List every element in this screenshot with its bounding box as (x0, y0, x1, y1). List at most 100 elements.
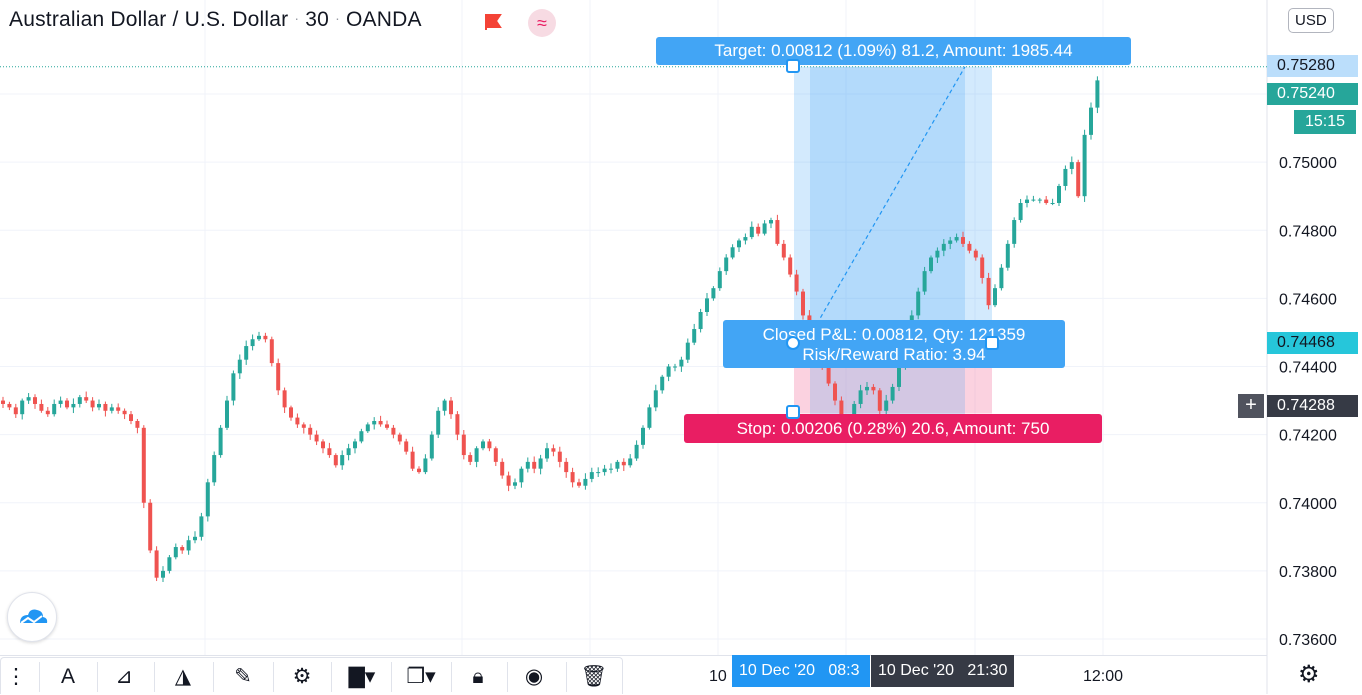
stop-label[interactable]: Stop: 0.00206 (0.28%) 20.6, Amount: 750 (684, 414, 1102, 443)
copy-icon[interactable]: ❐▾ (406, 665, 436, 688)
closed-pnl-line: Closed P&L: 0.00812, Qty: 121359 (762, 325, 1026, 344)
symbol-name: Australian Dollar / U.S. Dollar (9, 8, 289, 31)
candle-body (884, 400, 889, 411)
overflow-icon[interactable]: ⋮ (5, 665, 27, 688)
candle-body (180, 547, 185, 551)
candle-body (263, 335, 268, 340)
candle-body (237, 359, 242, 374)
candle-body (212, 455, 217, 483)
candle-body (436, 410, 441, 435)
candle-body (634, 444, 639, 459)
candle-body (429, 434, 434, 459)
candle-body (801, 291, 805, 316)
candle-body (404, 441, 409, 452)
gear-icon[interactable]: ⚙ (292, 665, 312, 688)
candle-body (340, 455, 345, 466)
crosshair-price-tag: 0.74288 (1267, 395, 1358, 417)
candle-body (468, 455, 473, 462)
candle-body (762, 223, 767, 234)
closed-pnl-label[interactable]: Closed P&L: 0.00812, Qty: 121359 Risk/Re… (723, 320, 1065, 368)
template-icon[interactable]: ▇▾ (348, 665, 376, 688)
candle-body (500, 461, 505, 476)
target-label[interactable]: Target: 0.00812 (1.09%) 81.2, Amount: 19… (656, 37, 1131, 65)
candle-body (839, 400, 844, 418)
lock-icon[interactable]: 🔒︎ (472, 665, 484, 688)
candle-body (52, 403, 57, 415)
candle-body (378, 421, 383, 425)
chart-overlay (0, 66, 1267, 337)
candle-body (615, 461, 620, 469)
time-axis[interactable]: 10 12:00 (0, 655, 1267, 695)
candle-body (826, 366, 831, 384)
candle-body (65, 400, 69, 408)
candle-series (1, 76, 1100, 583)
candle-body (877, 390, 882, 411)
candle-body (167, 557, 172, 571)
trash-icon[interactable]: 🗑︎ (580, 665, 608, 688)
candle-body (519, 468, 524, 483)
candle-body (1076, 162, 1081, 197)
candle-body (993, 288, 997, 306)
candle-body (717, 271, 722, 289)
brush-icon[interactable]: ⊿ (115, 665, 133, 688)
candle-body (730, 247, 735, 258)
interval-label: 30 (305, 8, 330, 31)
candle-body (26, 397, 31, 401)
candle-body (711, 288, 716, 299)
candle-body (193, 536, 197, 541)
candle-body (321, 441, 325, 449)
target-drag-handle[interactable] (786, 59, 800, 73)
candle-body (737, 240, 741, 248)
candle-body (276, 363, 281, 391)
time-axis-label: 10 (709, 668, 727, 685)
candle-body (1050, 203, 1055, 204)
currency-button[interactable]: USD (1288, 8, 1334, 33)
candle-body (577, 482, 581, 486)
entry-drag-handle[interactable] (786, 336, 800, 350)
tradingview-logo-button[interactable] (7, 592, 57, 642)
candle-body (660, 376, 665, 391)
add-alert-plus-icon[interactable]: + (1238, 394, 1264, 418)
stop-drag-handle[interactable] (786, 405, 800, 419)
candle-body (7, 403, 12, 408)
eye-icon[interactable]: ◉ (524, 665, 544, 688)
candle-body (282, 390, 287, 408)
candle-body (698, 312, 703, 330)
candle-body (129, 414, 133, 421)
candle-body (225, 400, 229, 428)
text-icon[interactable]: A (60, 665, 75, 688)
pencil-icon[interactable]: ✎ (234, 665, 252, 688)
candle-body (653, 390, 658, 408)
candle-body (1037, 199, 1042, 201)
candle-body (705, 298, 709, 312)
approx-wave-icon[interactable]: ≈ (528, 9, 556, 37)
candle-body (71, 403, 76, 408)
time-axis-label: 12:00 (1083, 668, 1124, 685)
chart-settings-gear-icon[interactable]: ⚙ (1298, 661, 1320, 688)
candle-body (33, 397, 37, 404)
right-edge-drag-handle[interactable] (985, 336, 999, 350)
candle-body (391, 427, 396, 435)
candle-body (1063, 168, 1068, 186)
candle-body (897, 366, 901, 387)
flag-icon[interactable] (484, 13, 502, 31)
chart-grid (0, 0, 1268, 694)
cloud-chart-icon (20, 609, 48, 624)
candle-body (205, 482, 210, 517)
candle-body (647, 407, 652, 428)
fill-icon[interactable]: ◮ (174, 665, 192, 688)
candle-body (506, 475, 511, 486)
candle-body (980, 257, 985, 278)
candle-body (423, 458, 428, 473)
candle-body (871, 386, 876, 391)
candle-body (13, 407, 18, 415)
candle-body (1, 400, 5, 404)
candle-body (890, 386, 895, 401)
candle-body (557, 451, 562, 462)
candle-body (865, 386, 869, 391)
candle-body (1069, 162, 1074, 169)
candle-body (487, 441, 492, 449)
candle-body (961, 237, 965, 244)
candle-body (269, 339, 274, 364)
